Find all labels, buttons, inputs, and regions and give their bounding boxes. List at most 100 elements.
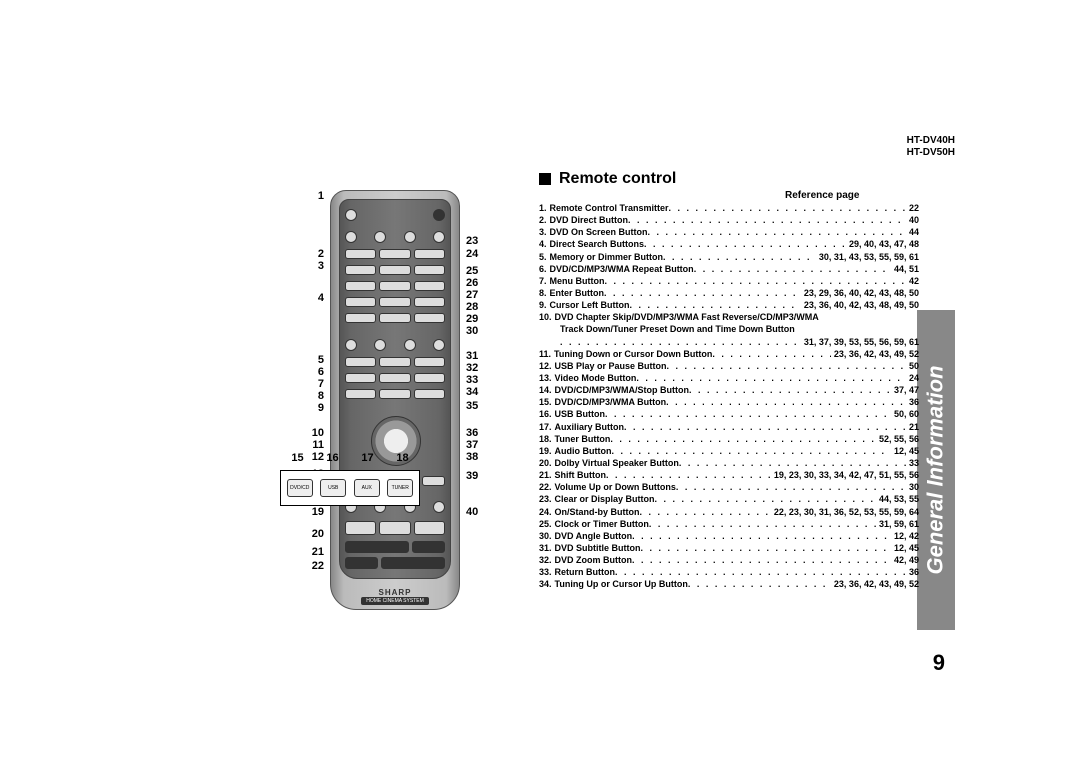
ref-num: 10.: [539, 311, 555, 323]
model-numbers: HT-DV40H HT-DV50H: [907, 135, 955, 159]
ref-label: Memory or Dimmer Button: [550, 251, 664, 263]
ref-num: 3.: [539, 226, 550, 238]
ref-dots: . . . . . . . . . . . . . . . . . . . . …: [641, 542, 891, 554]
ref-label: Clear or Display Button: [555, 493, 655, 505]
callout-number: 22: [280, 560, 324, 573]
reference-item: 24.On/Stand-by Button . . . . . . . . . …: [539, 506, 919, 518]
ref-dots: . . . . . . . . . . . . . . . . . . . . …: [644, 238, 846, 250]
reference-item: 12.USB Play or Pause Button . . . . . . …: [539, 360, 919, 372]
reference-item: 31.DVD Subtitle Button . . . . . . . . .…: [539, 542, 919, 554]
ref-num: 1.: [539, 202, 550, 214]
callout-number: 7: [280, 378, 324, 391]
ref-dots: . . . . . . . . . . . . . . . . . . . . …: [628, 214, 906, 226]
side-tab-label: General Information: [923, 365, 949, 574]
ref-pages: 23, 36, 42, 43, 49, 52: [831, 578, 919, 590]
ref-dots: . . . . . . . . . . . . . . . . . . . . …: [666, 396, 906, 408]
reference-list: 1.Remote Control Transmitter . . . . . .…: [539, 202, 919, 591]
reference-item: 30.DVD Angle Button . . . . . . . . . . …: [539, 530, 919, 542]
ref-pages: 44, 53, 55: [876, 493, 919, 505]
ref-label: Direct Search Buttons: [550, 238, 645, 250]
ref-pages: 23, 36, 40, 42, 43, 48, 49, 50: [801, 299, 919, 311]
callout-number: 1: [280, 190, 324, 203]
callout-number: 27: [466, 289, 478, 302]
reference-item: 7.Menu Button . . . . . . . . . . . . . …: [539, 275, 919, 287]
ref-label: DVD/CD/MP3/WMA Button: [555, 396, 667, 408]
brand-label: SHARP: [331, 588, 459, 597]
callout-number: 31: [466, 350, 478, 363]
ref-dots: . . . . . . . . . . . . . . . . . . . . …: [610, 433, 876, 445]
inset-callout-numbers: 15161718: [280, 452, 420, 464]
ref-label: DVD On Screen Button: [550, 226, 648, 238]
ref-label: Tuner Button: [555, 433, 611, 445]
ref-pages: 31, 37, 39, 53, 55, 56, 59, 61: [801, 336, 919, 348]
brand-sub-label: HOME CINEMA SYSTEM: [361, 597, 429, 605]
callout-number: 4: [280, 292, 324, 305]
ref-num: 33.: [539, 566, 555, 578]
reference-item: 1.Remote Control Transmitter . . . . . .…: [539, 202, 919, 214]
callout-number: 11: [280, 439, 324, 452]
ref-pages: 31, 59, 61: [876, 518, 919, 530]
ref-num: 21.: [539, 469, 555, 481]
ref-pages: 36: [906, 396, 919, 408]
callout-number: 3: [280, 260, 324, 273]
ref-pages: 22: [906, 202, 919, 214]
ref-label: Auxiliary Button: [555, 421, 625, 433]
ref-dots: . . . . . . . . . . . . . . . . . . . . …: [606, 469, 771, 481]
reference-item: Track Down/Tuner Preset Down and Time Do…: [539, 323, 919, 335]
remote-diagram: SHARP HOME CINEMA SYSTEM 123456789101112…: [280, 190, 520, 610]
ref-dots: . . . . . . . . . . . . . . . . . . . . …: [679, 457, 906, 469]
reference-item: 11.Tuning Down or Cursor Down Button . .…: [539, 348, 919, 360]
ref-dots: . . . . . . . . . . . . . . . . . . . . …: [676, 481, 906, 493]
inset-num: 17: [361, 452, 373, 464]
ref-label: Tuning Down or Cursor Down Button: [554, 348, 712, 360]
ref-label: DVD Zoom Button: [555, 554, 632, 566]
ref-pages: 40: [906, 214, 919, 226]
reference-item: 18.Tuner Button . . . . . . . . . . . . …: [539, 433, 919, 445]
ref-label: DVD Direct Button: [550, 214, 629, 226]
ref-num: 18.: [539, 433, 555, 445]
ref-pages: 33: [906, 457, 919, 469]
reference-item: 9.Cursor Left Button . . . . . . . . . .…: [539, 299, 919, 311]
reference-page-label: Reference page: [785, 190, 859, 201]
ref-pages: 52, 55, 56: [876, 433, 919, 445]
callout-number: 38: [466, 451, 478, 464]
reference-item: 22.Volume Up or Down Buttons . . . . . .…: [539, 481, 919, 493]
ref-dots: . . . . . . . . . . . . . . . . . . . . …: [663, 251, 816, 263]
ref-dots: . . . . . . . . . . . . . . . . . . . . …: [605, 275, 906, 287]
ref-num: 6.: [539, 263, 550, 275]
remote-body: SHARP HOME CINEMA SYSTEM: [330, 190, 460, 610]
ref-pages: 24: [906, 372, 919, 384]
inset-num: 15: [291, 452, 303, 464]
section-heading: Remote control: [539, 170, 676, 188]
inset-button-box: DVD/CDUSBAUXTUNER: [280, 470, 420, 506]
callout-number: 19: [280, 506, 324, 519]
callout-number: 25: [466, 265, 478, 278]
reference-item: 34.Tuning Up or Cursor Up Button . . . .…: [539, 578, 919, 590]
ref-num: 31.: [539, 542, 555, 554]
ref-num: 32.: [539, 554, 555, 566]
ref-pages: 23, 36, 42, 43, 49, 52: [831, 348, 919, 360]
ref-dots: . . . . . . . . . . . . . . . . . . . . …: [649, 518, 876, 530]
ref-label: Shift Button: [555, 469, 606, 481]
ref-num: 22.: [539, 481, 555, 493]
ref-num: 13.: [539, 372, 555, 384]
ref-dots: . . . . . . . . . . . . . . . . . . . . …: [632, 530, 891, 542]
ref-num: 4.: [539, 238, 550, 250]
ref-pages: 12, 45: [891, 542, 919, 554]
callout-number: 35: [466, 400, 478, 413]
reference-item: 10.DVD Chapter Skip/DVD/MP3/WMA Fast Rev…: [539, 311, 919, 323]
reference-item: 13.Video Mode Button . . . . . . . . . .…: [539, 372, 919, 384]
callout-number: 33: [466, 374, 478, 387]
callout-number: 28: [466, 301, 478, 314]
ref-num: 17.: [539, 421, 555, 433]
ref-label: Volume Up or Down Buttons: [555, 481, 676, 493]
callout-number: 8: [280, 390, 324, 403]
reference-item: 21.Shift Button . . . . . . . . . . . . …: [539, 469, 919, 481]
ref-pages: 42, 49: [891, 554, 919, 566]
ref-pages: 36: [906, 566, 919, 578]
ref-num: 9.: [539, 299, 550, 311]
ref-pages: 29, 40, 43, 47, 48: [846, 238, 919, 250]
ref-label: Enter Button: [550, 287, 605, 299]
callout-number: 5: [280, 354, 324, 367]
callout-number: 21: [280, 546, 324, 559]
